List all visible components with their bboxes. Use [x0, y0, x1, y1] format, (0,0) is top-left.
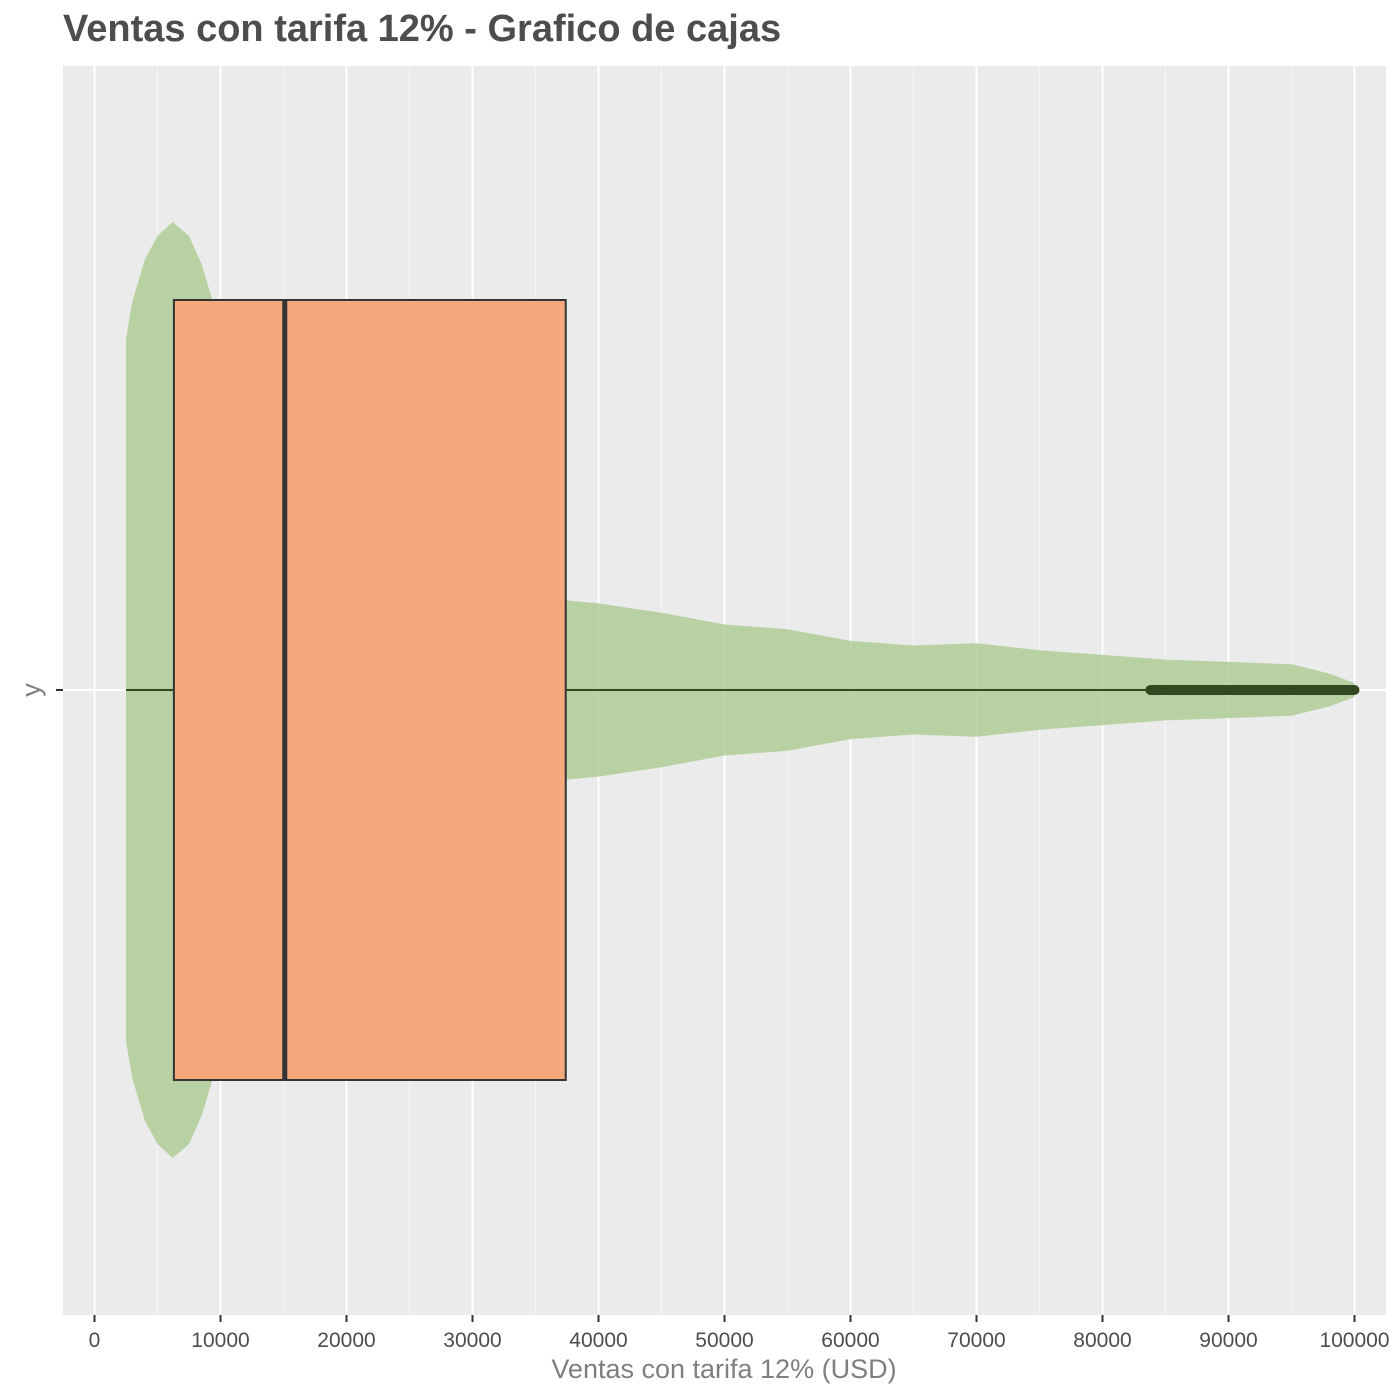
chart-title: Ventas con tarifa 12% - Grafico de cajas: [63, 8, 782, 50]
x-tick-label: 20000: [317, 1329, 375, 1352]
x-tick-label: 30000: [443, 1329, 501, 1352]
x-tick-label: 90000: [1199, 1329, 1257, 1352]
x-axis-title: Ventas con tarifa 12% (USD): [551, 1354, 896, 1384]
x-axis-ticks: 0 10000 20000 30000 40000 50000 60000 70000 8000…: [56, 689, 1390, 1352]
box-layer: [126, 299, 1360, 1081]
x-tick-label: 70000: [947, 1329, 1005, 1352]
x-tick-label: 40000: [569, 1329, 627, 1352]
y-axis-title: y: [16, 683, 46, 697]
x-tick-label: 50000: [695, 1329, 753, 1352]
x-tick-label: 10000: [191, 1329, 249, 1352]
x-tick-label: 60000: [821, 1329, 879, 1352]
x-tick-label: 100000: [1319, 1329, 1389, 1352]
x-tick-label: 0: [89, 1329, 101, 1352]
box-fill: [173, 300, 566, 1080]
x-tick-label: 80000: [1073, 1329, 1131, 1352]
